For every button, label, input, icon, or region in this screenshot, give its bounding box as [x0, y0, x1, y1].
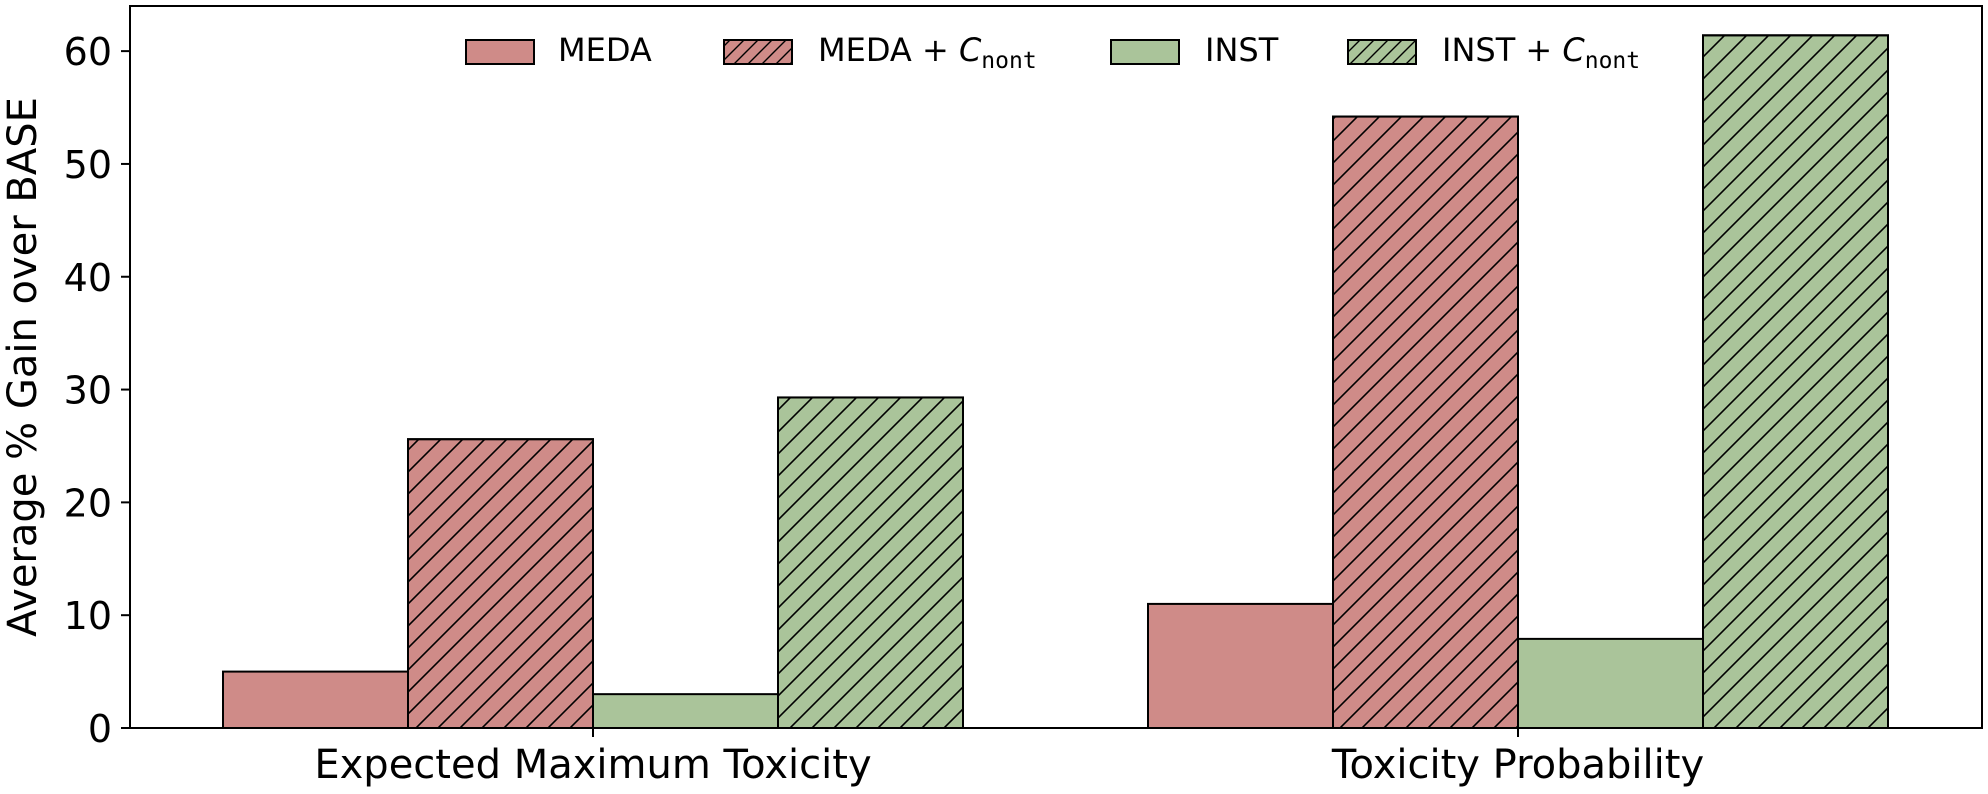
legend-item: MEDA [465, 31, 652, 69]
y-tick-label: 60 [64, 30, 112, 74]
y-tick-label: 20 [64, 481, 112, 525]
legend-label: MEDA [558, 31, 652, 69]
legend: MEDA MEDA + Cnont INST INST + Cnont [465, 31, 1640, 74]
bar-inst-0 [592, 693, 779, 729]
bar-meda-0 [222, 670, 409, 729]
y-tick-label: 10 [64, 594, 112, 638]
legend-item: INST + Cnont [1347, 31, 1640, 74]
y-axis-label: Average % Gain over BASE [0, 97, 46, 637]
plot-frame [129, 5, 1983, 729]
legend-item: INST [1110, 31, 1279, 69]
legend-swatch-hatch [1347, 39, 1417, 65]
y-tick-label: 40 [64, 256, 112, 300]
bars-layer [222, 34, 1889, 730]
x-tick-label: Expected Maximum Toxicity [314, 742, 871, 788]
bar-hatch-meda-c-nont-0 [407, 438, 594, 729]
legend-swatch [1110, 39, 1180, 65]
y-tick-label: 30 [64, 369, 112, 413]
bar-hatch-meda-c-nont-1 [1332, 115, 1519, 729]
bar-hatch-inst-c-nont-1 [1702, 34, 1889, 730]
y-tick-label: 0 [88, 707, 112, 751]
legend-item: MEDA + Cnont [723, 31, 1037, 74]
legend-swatch [465, 39, 535, 65]
axes-layer: 0 10 20 30 40 50 60 Expected Maximum Toxicity To… [64, 30, 1705, 788]
legend-label: INST [1205, 31, 1279, 69]
bar-inst-1 [1517, 637, 1704, 729]
x-tick-label: Toxicity Probability [1331, 742, 1704, 788]
y-tick-label: 50 [64, 143, 112, 187]
bar-hatch-inst-c-nont-0 [777, 396, 964, 729]
legend-label: INST + Cnont [1442, 31, 1640, 74]
bar-meda-1 [1147, 602, 1334, 729]
legend-swatch-hatch [723, 39, 793, 65]
legend-label: MEDA + Cnont [818, 31, 1037, 74]
